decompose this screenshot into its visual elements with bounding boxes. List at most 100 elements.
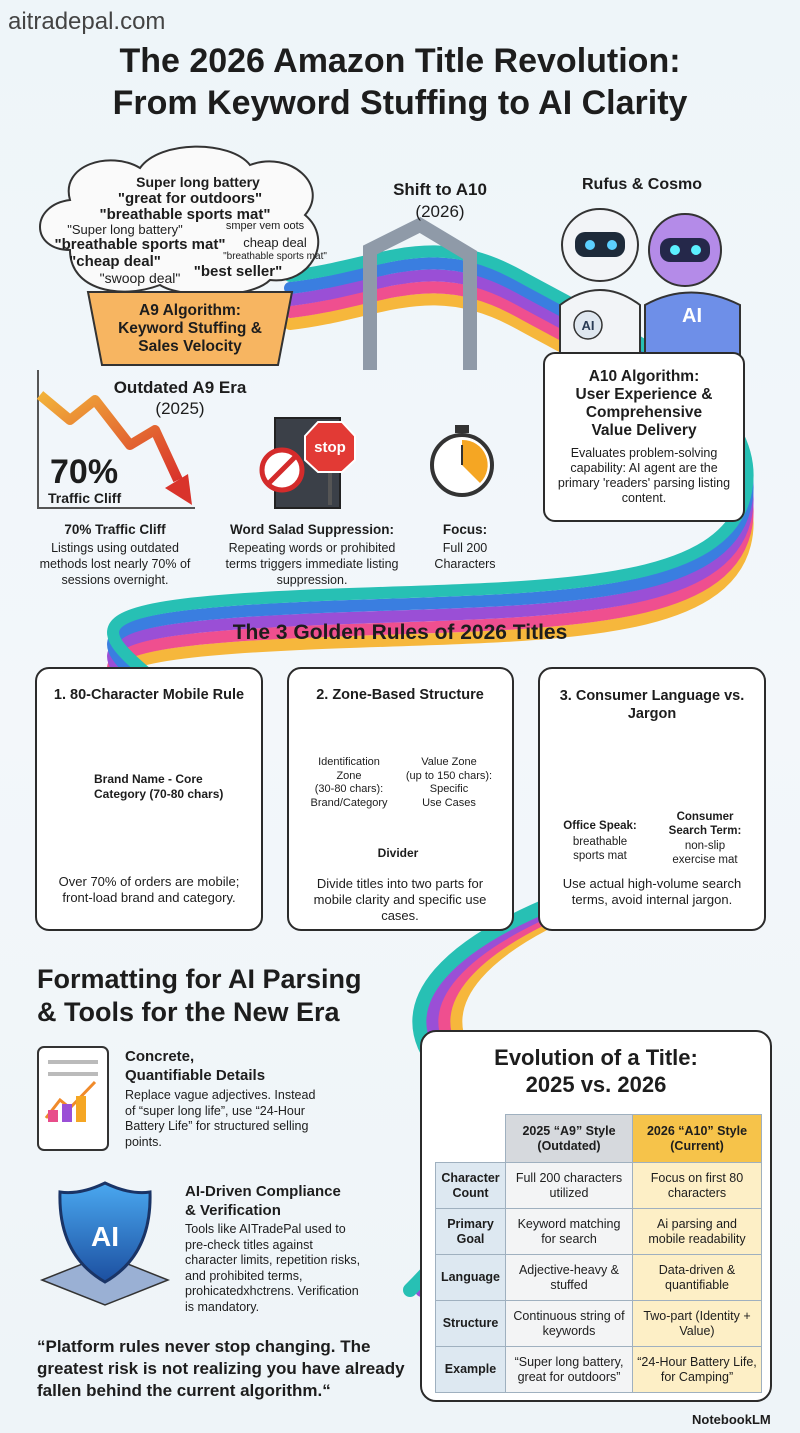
cloud-word: "breathable sports mat" <box>54 236 226 253</box>
text-line: Sales Velocity <box>138 338 242 355</box>
robot-badge: AI <box>582 318 595 333</box>
item-body: Replace vague adjectives. Instead of “su… <box>125 1088 316 1149</box>
stop-sign-text: stop <box>314 439 346 456</box>
text-line: Use Cases <box>422 796 476 809</box>
text-line: AI-Driven Compliance <box>185 1183 341 1200</box>
text-line: Concrete, <box>125 1048 195 1065</box>
text-line: A10 Algorithm: <box>588 368 700 385</box>
comparison-table: 2025 “A9” Style (Outdated) 2026 “A10” Sty… <box>435 1114 762 1393</box>
robots: AI AI <box>559 208 741 371</box>
cloud-word: smper vem oots <box>225 220 305 232</box>
text-line: The 2026 Amazon Title Revolution: <box>119 42 681 80</box>
card-caption: Use actual high-volume search terms, avo… <box>562 876 742 907</box>
word-cloud <box>39 145 320 296</box>
cloud-word: "great for outdoors" <box>117 190 263 207</box>
stat-body: Repeating words or prohibited terms trig… <box>225 541 399 587</box>
text-line: (Outdated) <box>537 1138 601 1153</box>
cloud-word: cheap deal <box>243 235 307 250</box>
evolution-card: Evolution of a Title: 2025 vs. 2026 2025 … <box>420 1030 772 1402</box>
a9-box-text: A9 Algorithm: Keyword Stuffing & Sales Vel… <box>118 302 262 356</box>
text-line: Comprehensive <box>585 404 703 421</box>
era-label: Outdated A9 Era <box>113 378 247 397</box>
rule-card <box>35 667 263 931</box>
table-cell: Continuous string of keywords <box>505 1300 633 1347</box>
a10-body: Evaluates problem-solving capability: AI… <box>557 446 731 505</box>
site-name: aitradepal.com <box>8 8 166 35</box>
text-line: Zone <box>336 769 362 782</box>
table-row: Structure Continuous string of keywords Tw… <box>435 1300 762 1347</box>
text-line: (up to 150 chars): <box>405 769 493 782</box>
text-line: Formatting for AI Parsing <box>37 964 362 994</box>
stat-title: 70% Traffic Cliff <box>64 522 166 537</box>
text-line: 2026 “A10” Style <box>646 1123 748 1138</box>
divider-label: Divider <box>377 846 419 860</box>
row-label: Language <box>435 1254 506 1301</box>
robots-label: Rufus & Cosmo <box>582 176 702 193</box>
a9-box <box>86 291 294 366</box>
stat-title: Focus: <box>442 522 488 537</box>
rule-card <box>287 667 514 931</box>
table-cell: “24-Hour Battery Life, for Camping” <box>632 1346 762 1393</box>
cloud-word: "Super long battery" <box>67 222 183 237</box>
card-title: 3. Consumer Language vs. Jargon <box>559 688 745 722</box>
quote: “Platform rules never stop changing. The… <box>37 1337 405 1400</box>
shield-badge: AI <box>91 1221 119 1252</box>
falling-arrow <box>36 391 183 483</box>
text-line: From Keyword Stuffing to AI Clarity <box>112 84 688 122</box>
shift-year: (2026) <box>415 202 465 221</box>
table-cell: Data-driven & quantifiable <box>632 1254 762 1301</box>
text-line: Brand/Category <box>310 796 388 809</box>
row-label: Primary Goal <box>435 1208 506 1255</box>
title-label: Brand Name - Core Category (70-80 chars) <box>94 772 223 802</box>
table-cell: Keyword matching for search <box>505 1208 633 1255</box>
section-heading: The 3 Golden Rules of 2026 Titles <box>232 621 568 644</box>
cloud-word: "breathable sports mat" <box>223 251 327 262</box>
shift-label: Shift to A10 <box>393 180 487 199</box>
card-caption: Over 70% of orders are mobile; front-loa… <box>58 874 240 905</box>
item-title: AI-Driven Compliance & Verification <box>185 1182 341 1220</box>
jargon-text: breathable sports mat <box>572 836 628 862</box>
stat-title: Word Salad Suppression: <box>229 522 395 537</box>
evolution-title: Evolution of a Title: 2025 vs. 2026 <box>422 1044 770 1098</box>
table-row: Primary Goal Keyword matching for search A… <box>435 1208 762 1255</box>
table-row: Language Adjective-heavy & stuffed Data-dr… <box>435 1254 762 1301</box>
item-body: Tools like AITradePal used to pre-check … <box>185 1222 361 1314</box>
text-line: & Tools for the New Era <box>37 997 340 1027</box>
text-line: Quantifiable Details <box>125 1067 266 1084</box>
page-title: The 2026 Amazon Title Revolution: From Ke… <box>113 40 688 124</box>
footer-brand: NotebookLM <box>692 1412 771 1427</box>
zone-text: Value Zone (up to 150 chars): Specific Use … <box>406 756 492 810</box>
stat-body: Listings using outdated methods lost nea… <box>39 541 191 587</box>
shield <box>58 1181 152 1284</box>
table-cell: Adjective-heavy & stuffed <box>505 1254 633 1301</box>
text-line: Evolution of a Title: <box>494 1045 698 1070</box>
cloud-word: "swoop deal" <box>99 270 181 286</box>
cloud-word: "best seller" <box>193 263 283 280</box>
era-year: (2025) <box>155 399 205 418</box>
table-cell: Full 200 characters utilized <box>505 1162 633 1209</box>
card-title: 1. 80-Character Mobile Rule <box>53 687 245 703</box>
text-line: Identification <box>318 756 380 768</box>
text-line: & Verification <box>185 1202 281 1219</box>
stat-body: Full 200 Characters <box>434 541 496 571</box>
text-line: Value Zone <box>421 756 477 768</box>
text-line: Specific <box>429 783 469 795</box>
text-line: User Experience & <box>575 386 713 403</box>
card-caption: Divide titles into two parts for mobile … <box>313 876 487 923</box>
header-cell: 2025 “A9” Style (Outdated) <box>505 1114 633 1163</box>
robot-badge: AI <box>682 305 702 327</box>
text-line: Keyword Stuffing & <box>118 320 262 337</box>
text-line: Value Delivery <box>591 422 697 439</box>
cloud-word: "breathable sports mat" <box>99 206 271 223</box>
chart-value: 70% <box>50 453 119 491</box>
text-line: Brand Name - Core <box>94 772 203 786</box>
a10-box: A10 Algorithm: User Experience & Comprehen… <box>543 352 745 522</box>
table-cell: “Super long battery, great for outdoors” <box>505 1346 633 1393</box>
row-label: Character Count <box>435 1162 506 1209</box>
table-row: Character Count Full 200 characters utili… <box>435 1162 762 1209</box>
cloud-word: "cheap deal" <box>69 253 161 270</box>
table-row: Example “Super long battery, great for ou… <box>435 1346 762 1393</box>
text-line: 2025 “A9” Style <box>522 1123 616 1138</box>
row-label: Structure <box>435 1300 506 1347</box>
